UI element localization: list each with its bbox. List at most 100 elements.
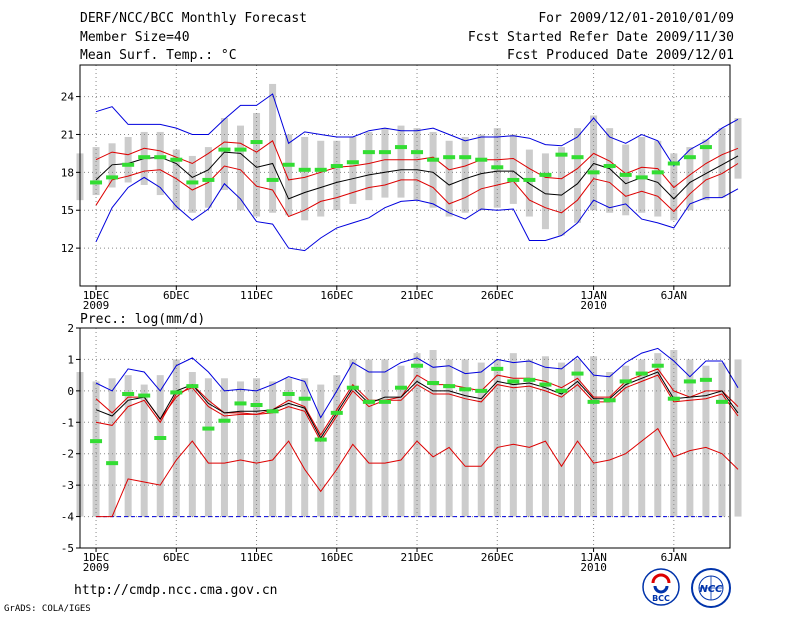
spread-bar bbox=[108, 378, 116, 517]
spread-bar bbox=[493, 359, 501, 517]
y-tick-label: 18 bbox=[61, 166, 74, 179]
spread-bar bbox=[574, 359, 582, 517]
variable-label: Mean Surf. Temp.: °C bbox=[80, 48, 237, 63]
spread-bar bbox=[285, 378, 293, 517]
x-tick-label: 1DEC bbox=[83, 551, 110, 564]
x-tick-label: 2009 bbox=[83, 561, 110, 574]
observation-mark bbox=[491, 366, 504, 371]
x-tick-label: 26DEC bbox=[481, 289, 514, 302]
spread-bar bbox=[670, 350, 678, 517]
observation-mark bbox=[683, 155, 696, 160]
spread-bar bbox=[285, 134, 293, 216]
spread-bar bbox=[365, 131, 373, 201]
observation-mark bbox=[411, 363, 424, 368]
observation-mark bbox=[507, 379, 520, 384]
spread-bar bbox=[445, 359, 453, 517]
observation-mark bbox=[427, 157, 440, 162]
ncc-logo: NCC bbox=[691, 568, 731, 608]
source-url[interactable]: http://cmdp.ncc.cma.gov.cn bbox=[74, 583, 278, 598]
spread-bar bbox=[445, 140, 453, 217]
spread-bar bbox=[301, 136, 309, 221]
spread-bar bbox=[541, 153, 549, 230]
spread-bar bbox=[718, 362, 726, 517]
spread-bar bbox=[461, 359, 469, 517]
chart-title: DERF/NCC/BCC Monthly Forecast bbox=[80, 11, 307, 26]
spread-bar bbox=[686, 147, 694, 211]
spread-bar bbox=[702, 365, 710, 517]
spread-bar bbox=[557, 362, 565, 517]
spread-bar bbox=[413, 353, 421, 517]
x-tick-label: 1JAN bbox=[580, 289, 607, 302]
observation-mark bbox=[154, 436, 167, 440]
spread-bar bbox=[718, 128, 726, 198]
observation-mark bbox=[362, 399, 375, 404]
x-tick-label: 26DEC bbox=[481, 551, 514, 564]
spread-bar bbox=[365, 359, 373, 517]
observation-mark bbox=[330, 164, 343, 169]
spread-bar bbox=[397, 365, 405, 517]
y-tick-label: -2 bbox=[61, 448, 74, 461]
x-tick-label: 21DEC bbox=[400, 551, 433, 564]
y-tick-label: -1 bbox=[61, 416, 74, 429]
x-tick-label: 16DEC bbox=[320, 551, 353, 564]
series-line-max bbox=[95, 93, 739, 167]
x-tick-label: 11DEC bbox=[240, 551, 273, 564]
spread-bar bbox=[702, 139, 710, 201]
start-date: Fcst Started Refer Date 2009/11/30 bbox=[467, 30, 734, 45]
observation-mark bbox=[667, 161, 680, 166]
observation-mark bbox=[603, 398, 616, 403]
spread-bar bbox=[509, 353, 517, 517]
observation-mark bbox=[539, 382, 552, 387]
observation-mark bbox=[555, 152, 568, 157]
observation-mark bbox=[106, 461, 119, 466]
spread-bar bbox=[606, 128, 614, 213]
y-tick-label: 12 bbox=[61, 242, 74, 255]
spread-bar bbox=[333, 140, 341, 211]
observation-mark bbox=[587, 170, 600, 175]
spread-bar bbox=[172, 359, 180, 517]
observation-mark bbox=[603, 164, 616, 169]
y-tick-label: -3 bbox=[61, 479, 74, 492]
spread-bar bbox=[461, 136, 469, 213]
spread-bar bbox=[317, 140, 325, 217]
spread-bar bbox=[236, 125, 244, 211]
spread-bar bbox=[397, 125, 405, 198]
spread-bar bbox=[269, 83, 277, 213]
y-tick-label: -4 bbox=[61, 511, 75, 524]
bcc-logo: BCC bbox=[642, 568, 680, 606]
series-line-max bbox=[95, 347, 739, 419]
observation-mark bbox=[378, 150, 391, 155]
observation-mark bbox=[411, 150, 424, 155]
observation-mark bbox=[507, 177, 520, 182]
observation-mark bbox=[459, 387, 472, 392]
spread-bar bbox=[204, 147, 212, 208]
observation-mark bbox=[683, 379, 696, 384]
observation-mark bbox=[523, 377, 536, 382]
spread-bar bbox=[253, 378, 261, 517]
member-size: Member Size=40 bbox=[80, 30, 190, 45]
observation-mark bbox=[378, 399, 391, 404]
observation-mark bbox=[523, 177, 536, 182]
observation-mark bbox=[571, 155, 584, 160]
spread-bar bbox=[574, 128, 582, 223]
observation-mark bbox=[122, 162, 135, 167]
observation-mark bbox=[106, 175, 119, 180]
spread-bar bbox=[204, 378, 212, 517]
spread-bar bbox=[638, 136, 646, 213]
series-line-min bbox=[95, 176, 739, 252]
spread-bar bbox=[381, 128, 389, 198]
observation-mark bbox=[90, 180, 103, 185]
plot-frame bbox=[79, 327, 731, 549]
spread-bar bbox=[220, 118, 228, 191]
observation-mark bbox=[314, 167, 327, 172]
produced-date: Fcst Produced Date 2009/12/01 bbox=[507, 48, 734, 63]
observation-mark bbox=[250, 140, 263, 145]
observation-mark bbox=[218, 147, 231, 152]
observation-mark bbox=[394, 385, 407, 390]
x-tick-label: 6JAN bbox=[661, 551, 688, 564]
observation-mark bbox=[314, 437, 327, 442]
forecast-period: For 2009/12/01-2010/01/09 bbox=[538, 11, 734, 26]
observation-mark bbox=[635, 175, 648, 180]
observation-mark bbox=[459, 155, 472, 160]
spread-bar bbox=[429, 350, 437, 517]
